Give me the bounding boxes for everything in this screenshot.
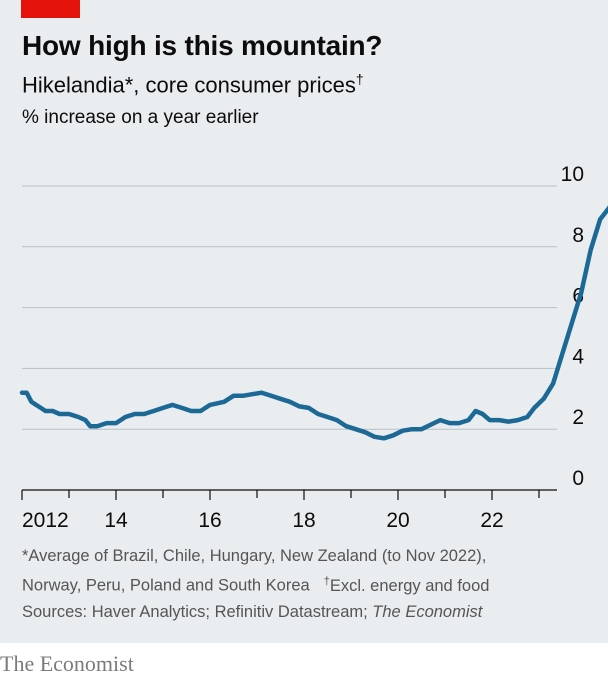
footnote-countries-line2: Norway, Peru, Poland and South Korea †Exc… <box>22 575 489 596</box>
y-tick-label-0: 0 <box>572 467 584 490</box>
x-tick-label-22: 22 <box>480 509 503 532</box>
series-line-0 <box>19 205 608 441</box>
economist-logo-text: The Economist <box>0 651 134 676</box>
chart-unit-label: % increase on a year earlier <box>22 107 259 128</box>
series-group <box>19 205 608 441</box>
subtitle-text: Hikelandia*, core consumer prices <box>22 72 356 98</box>
chart-subtitle: Hikelandia*, core consumer prices† <box>22 71 364 98</box>
footnote-countries-text: Norway, Peru, Poland and South Korea <box>22 576 310 595</box>
footnote-dagger-text: Excl. energy and food <box>329 576 490 595</box>
footnote-dagger-note: †Excl. energy and food <box>323 575 490 595</box>
x-ticks: 2012 14 16 18 20 22 <box>21 490 540 532</box>
x-tick-label-16: 16 <box>198 509 221 532</box>
chart-title: How high is this mountain? <box>22 30 383 61</box>
footnote-sources: Sources: Haver Analytics; Refinitiv Data… <box>22 603 482 622</box>
x-tick-label-2012: 2012 <box>22 509 69 532</box>
footnote-countries-line1: *Average of Brazil, Chile, Hungary, New … <box>22 547 487 565</box>
x-tick-label-14: 14 <box>104 509 128 532</box>
y-tick-label-2: 2 <box>572 406 584 429</box>
chart-panel <box>0 0 608 643</box>
y-tick-label-8: 8 <box>572 224 584 247</box>
brand-red-tag <box>21 0 80 18</box>
y-tick-label-10: 10 <box>561 163 584 186</box>
sources-text: Sources: Haver Analytics; Refinitiv Data… <box>22 603 373 621</box>
subtitle-dagger: † <box>355 71 364 87</box>
x-tick-label-18: 18 <box>292 509 315 532</box>
sources-economist: The Economist <box>372 603 483 621</box>
x-tick-label-20: 20 <box>386 509 409 532</box>
footnote-dagger-mark: † <box>323 575 330 587</box>
y-tick-label-4: 4 <box>572 345 584 368</box>
gridlines <box>22 185 557 491</box>
